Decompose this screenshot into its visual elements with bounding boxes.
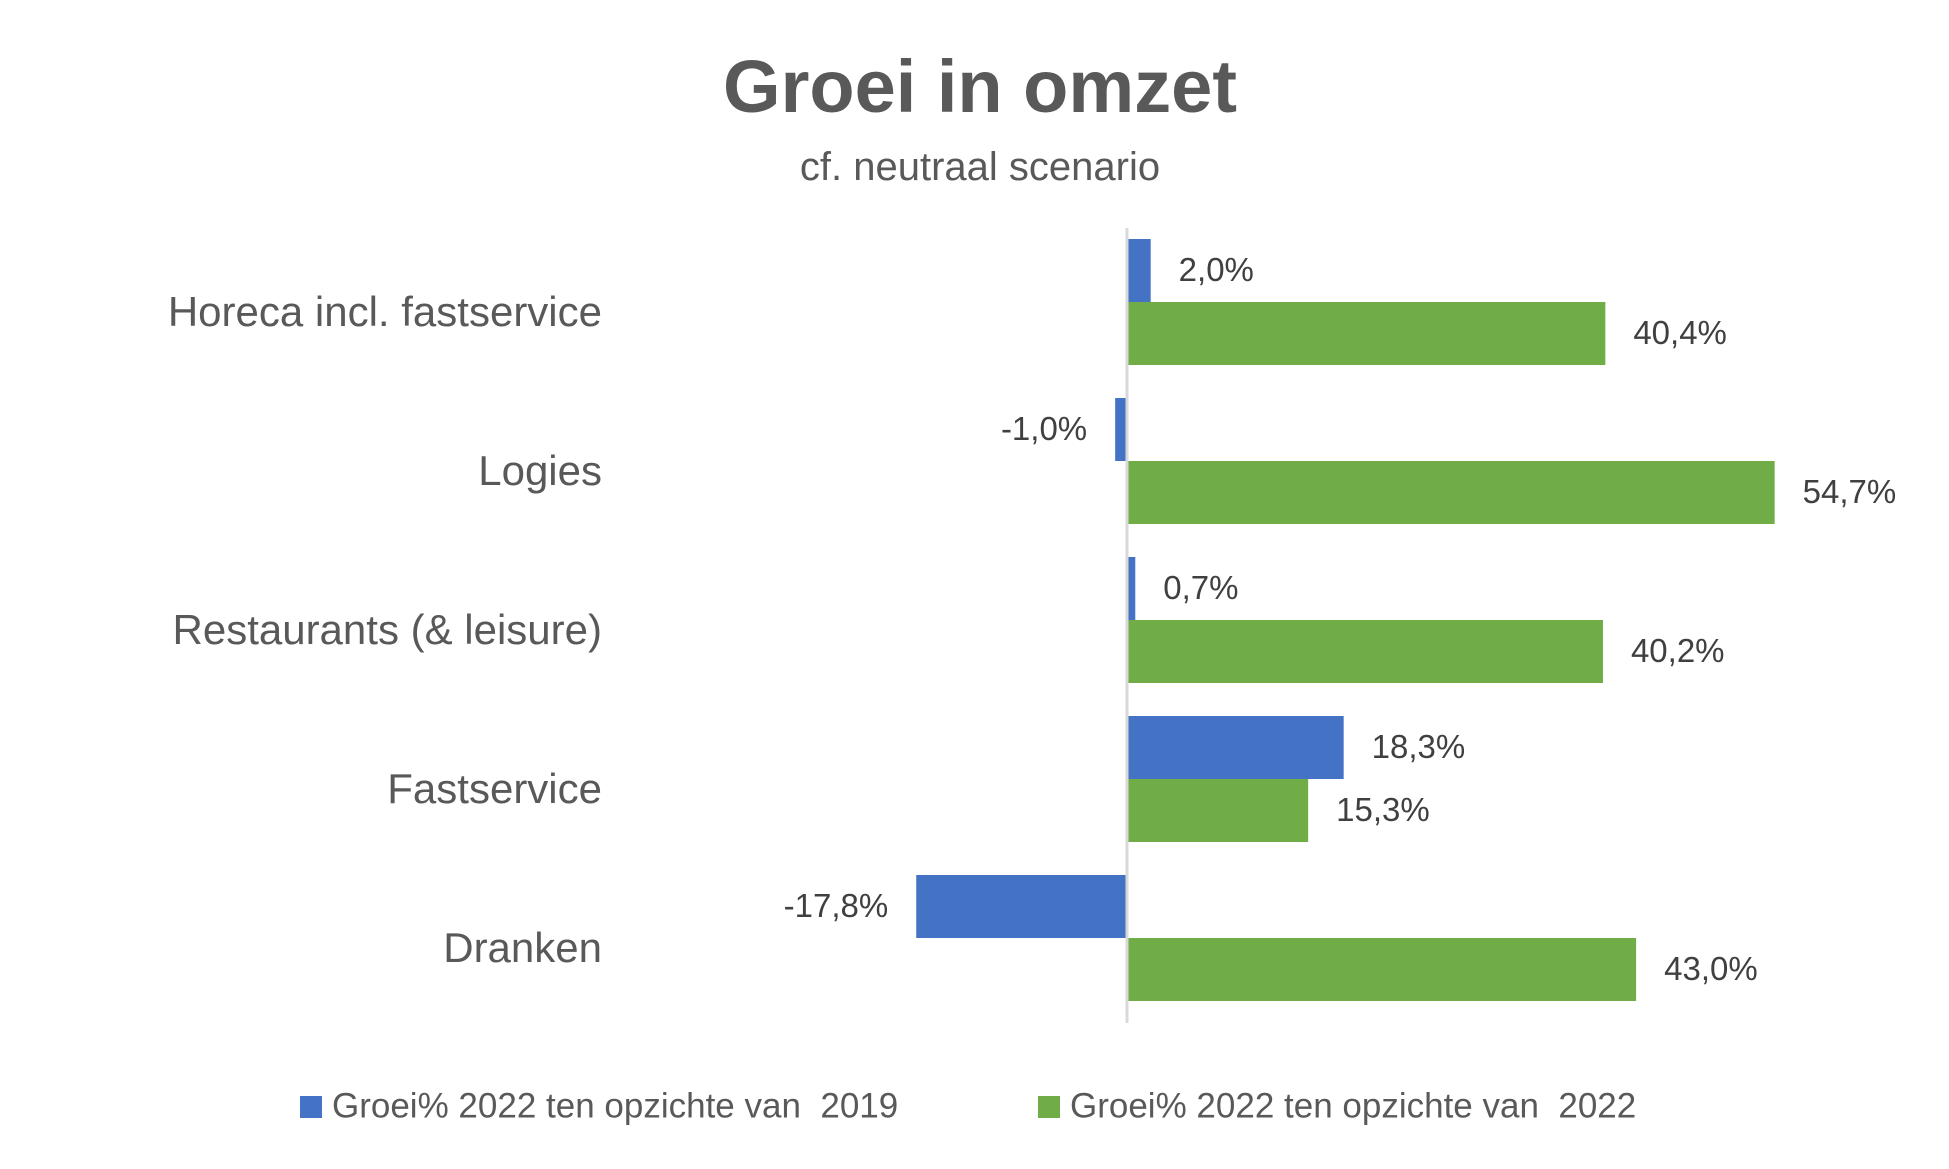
legend-label-1: Groei% 2022 ten opzichte van 2019 xyxy=(332,1086,898,1125)
bar-series-2 xyxy=(1127,620,1603,683)
data-label: 40,4% xyxy=(1633,314,1727,351)
category-label: Dranken xyxy=(443,924,602,971)
data-label: 43,0% xyxy=(1664,950,1758,987)
bar-series-2 xyxy=(1127,938,1637,1001)
legend-swatch-2 xyxy=(1038,1096,1060,1118)
bar-series-1 xyxy=(1127,716,1344,779)
data-label: 2,0% xyxy=(1179,251,1254,288)
data-label: 15,3% xyxy=(1336,791,1430,828)
category-label: Restaurants (& leisure) xyxy=(173,606,603,653)
bar-series-2 xyxy=(1127,302,1606,365)
legend: Groei% 2022 ten opzichte van 2019 Groei% … xyxy=(300,1086,1636,1125)
category-label: Fastservice xyxy=(387,765,602,812)
data-label: 0,7% xyxy=(1163,569,1238,606)
category-labels: Horeca incl. fastservice Logies Restaurant… xyxy=(168,288,602,971)
legend-label-2: Groei% 2022 ten opzichte van 2022 xyxy=(1070,1086,1636,1125)
chart-subtitle: cf. neutraal scenario xyxy=(800,145,1160,189)
category-label: Logies xyxy=(478,447,602,494)
data-labels: 2,0% 40,4% -1,0% 54,7% 0,7% 40,2% 18,3% 15,3% -1… xyxy=(784,251,1897,987)
legend-swatch-1 xyxy=(300,1096,322,1118)
bar-series-2 xyxy=(1127,779,1309,842)
bar-series-2 xyxy=(1127,461,1775,524)
category-label: Horeca incl. fastservice xyxy=(168,288,602,335)
data-label: 54,7% xyxy=(1803,473,1897,510)
data-label: 18,3% xyxy=(1372,728,1466,765)
bar-series-1 xyxy=(1115,398,1127,461)
bar-series-1 xyxy=(1127,557,1136,620)
data-label: -1,0% xyxy=(1001,410,1087,447)
data-label: 40,2% xyxy=(1631,632,1725,669)
bar-series-1 xyxy=(916,875,1127,938)
bar-series-1 xyxy=(1127,239,1151,302)
chart-title: Groei in omzet xyxy=(723,45,1237,128)
data-label: -17,8% xyxy=(784,887,889,924)
plot-area xyxy=(916,239,1775,1001)
